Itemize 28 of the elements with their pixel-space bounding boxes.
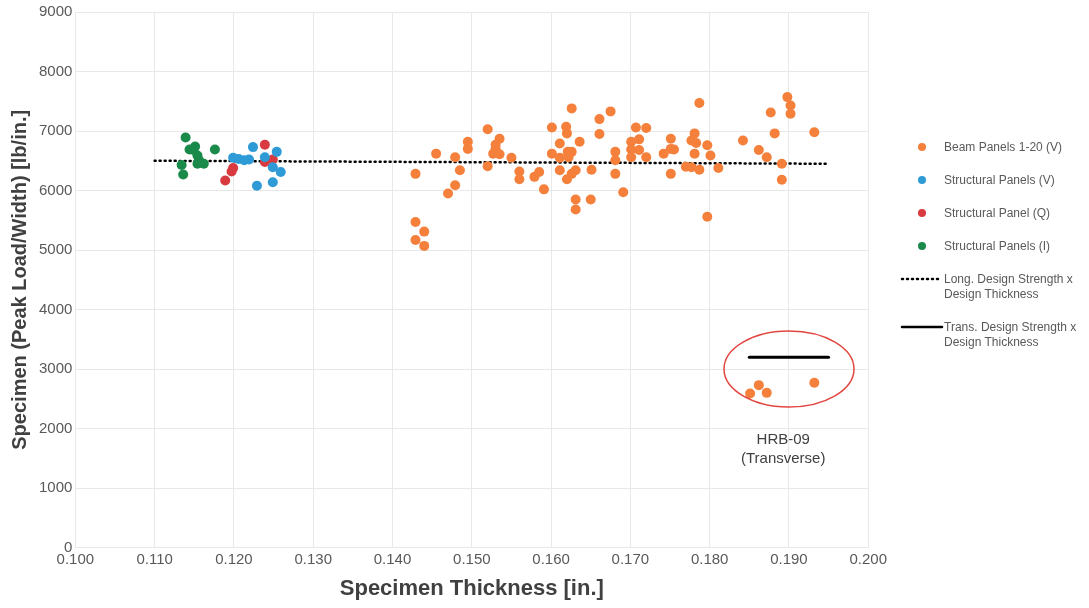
x-tick-label: 0.130 bbox=[294, 549, 332, 567]
x-tick-label: 0.190 bbox=[770, 549, 808, 567]
y-tick-label: 2000 bbox=[38, 418, 73, 436]
legend-label: Structural Panel (Q) bbox=[944, 206, 1051, 221]
y-tick-label: 4000 bbox=[38, 299, 73, 317]
x-tick-label: 0.140 bbox=[373, 549, 412, 567]
x-axis-title: Specimen Thickness [in.] bbox=[339, 574, 604, 600]
y-tick-label: 1000 bbox=[38, 478, 73, 496]
legend-label: Beam Panels 1-20 (V) bbox=[944, 140, 1063, 155]
x-tick-label: 0.110 bbox=[136, 549, 173, 567]
x-tick-label: 0.200 bbox=[849, 549, 888, 567]
x-tick-label: 0.160 bbox=[532, 549, 570, 567]
y-tick-label: 6000 bbox=[38, 180, 73, 198]
legend-label: Structural Panels (I) bbox=[944, 239, 1051, 254]
x-tick-label: 0.150 bbox=[453, 549, 491, 567]
x-tick-label: 0.180 bbox=[690, 549, 729, 567]
y-tick-label: 8000 bbox=[38, 61, 73, 79]
legend-label: Structural Panels (V) bbox=[944, 173, 1055, 188]
y-tick-label: 9000 bbox=[38, 2, 73, 20]
legend-label: Long. Design Strength x Design Thickness bbox=[944, 272, 1074, 302]
legend-label: Trans. Design Strength x Design Thickness bbox=[944, 320, 1078, 350]
y-tick-label: 5000 bbox=[38, 240, 73, 258]
x-tick-label: 0.170 bbox=[611, 549, 650, 567]
y-tick-label: 7000 bbox=[38, 121, 73, 139]
annotation: HRB-09 (Transverse) bbox=[741, 430, 826, 467]
y-axis-title: Specimen (Peak Load/Width) [lb/in.] bbox=[7, 109, 30, 450]
y-tick-label: 3000 bbox=[38, 359, 73, 377]
x-tick-label: 0.120 bbox=[215, 549, 253, 567]
